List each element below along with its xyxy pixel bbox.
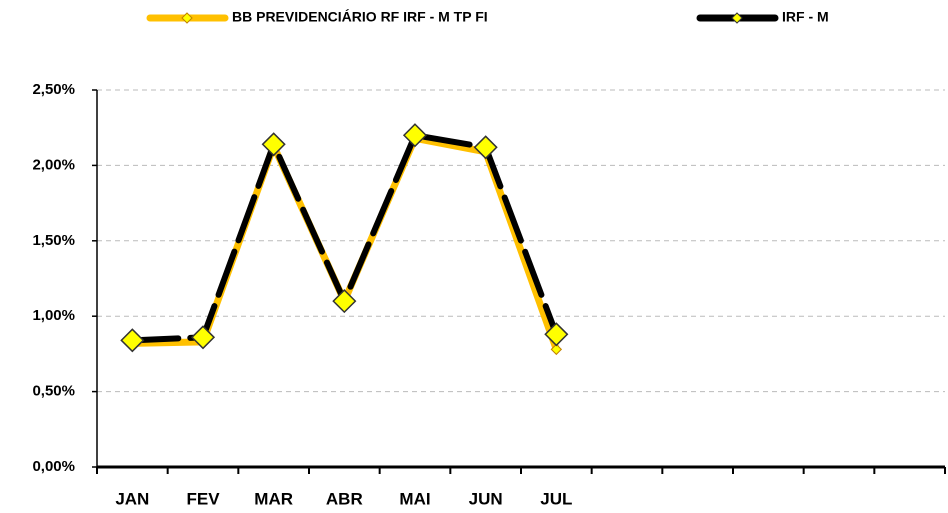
legend-marker xyxy=(731,12,743,24)
y-tick-label: 0,00% xyxy=(32,458,75,475)
x-tick-label: JUN xyxy=(469,489,503,508)
y-tick-label: 2,00% xyxy=(32,156,75,173)
marker xyxy=(190,325,216,350)
x-tick-label: JUL xyxy=(540,489,572,508)
y-tick-label: 2,50% xyxy=(32,81,75,98)
x-tick-label: FEV xyxy=(186,489,220,508)
x-tick-label: JAN xyxy=(115,489,149,508)
legend-label: IRF - M xyxy=(782,9,829,25)
x-tick-label: ABR xyxy=(326,489,363,508)
marker xyxy=(402,123,428,148)
y-tick-label: 1,50% xyxy=(32,232,75,249)
marker xyxy=(550,343,563,356)
y-tick-label: 1,00% xyxy=(32,307,75,324)
x-tick-label: MAR xyxy=(254,489,293,508)
legend-marker xyxy=(181,12,193,24)
marker xyxy=(544,322,569,347)
legend-label: BB PREVIDENCIÁRIO RF IRF - M TP FI xyxy=(232,9,488,25)
y-tick-label: 0,50% xyxy=(32,383,75,400)
marker xyxy=(332,289,357,314)
marker xyxy=(120,328,145,353)
marker xyxy=(473,135,498,160)
x-tick-label: MAI xyxy=(399,489,430,508)
marker xyxy=(261,132,286,157)
